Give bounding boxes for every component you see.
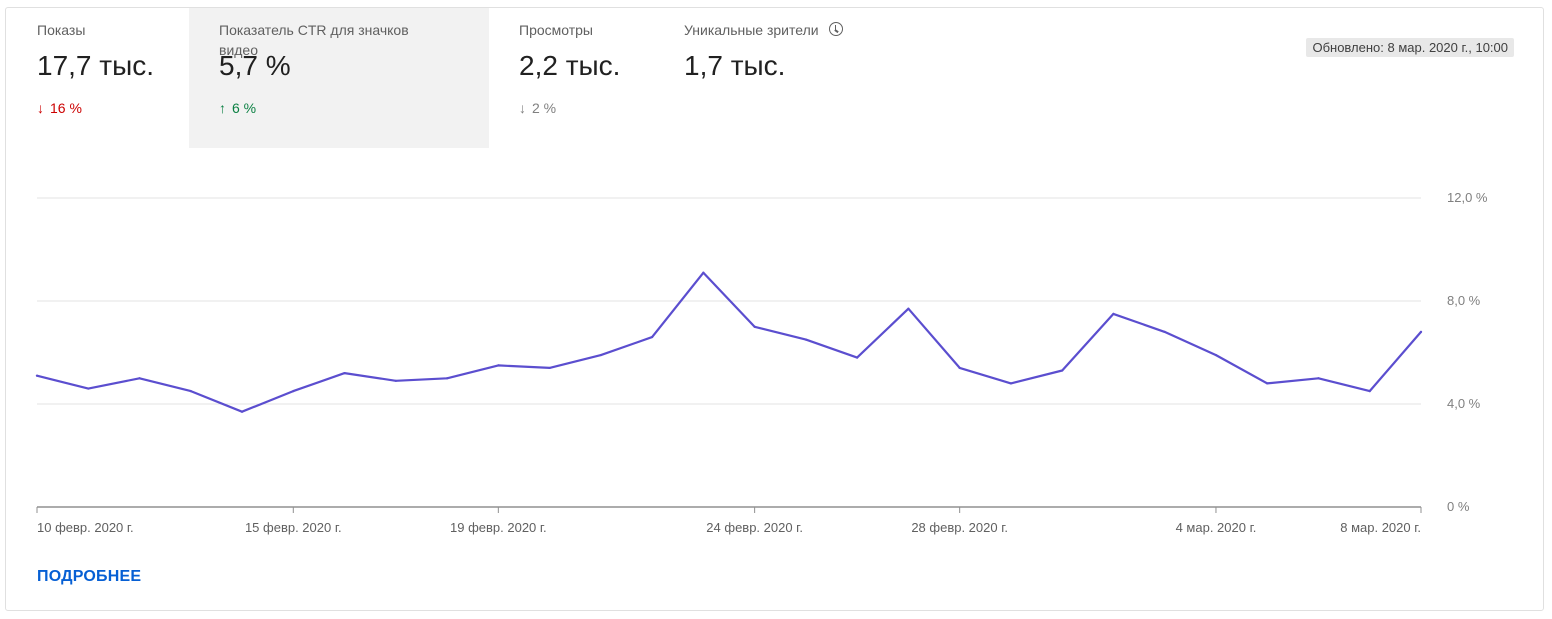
data-point [1317, 377, 1320, 380]
clock-icon[interactable] [828, 22, 843, 36]
arrow-up-icon: ↑ [219, 100, 226, 116]
data-point [702, 271, 705, 274]
analytics-card: Показы 17,7 тыс. ↓ 16 % Показатель CTR д… [5, 7, 1544, 611]
data-point [1061, 369, 1064, 372]
data-point [753, 325, 756, 328]
metric-unique-viewers[interactable]: Уникальные зрители 1,7 тыс. [654, 8, 894, 148]
x-tick-label: 8 мар. 2020 г. [1340, 520, 1421, 535]
metric-ctr[interactable]: Показатель CTR для значков видео 5,7 % ↑… [189, 8, 489, 148]
x-tick-label: 15 февр. 2020 г. [245, 520, 342, 535]
data-point [1214, 353, 1218, 357]
data-point [548, 366, 551, 370]
metric-label: Показы [37, 22, 86, 38]
data-point [651, 335, 654, 339]
data-point [240, 410, 244, 413]
metric-value: 2,2 тыс. [519, 50, 621, 81]
y-tick-label: 4,0 % [1447, 396, 1481, 411]
metric-value: 1,7 тыс. [684, 50, 786, 81]
data-point [445, 377, 449, 380]
metric-label: Уникальные зрители [684, 20, 894, 60]
data-point [1419, 330, 1423, 333]
y-tick-label: 8,0 % [1447, 293, 1481, 308]
data-point [35, 374, 39, 377]
y-tick-label: 0 % [1447, 499, 1470, 514]
updated-badge: Обновлено: 8 мар. 2020 г., 10:00 [1306, 38, 1514, 57]
y-tick-label: 12,0 % [1447, 190, 1488, 205]
data-point [138, 377, 141, 380]
metric-value: 5,7 % [219, 50, 291, 81]
metric-delta: ↑ 6 % [219, 100, 489, 116]
data-point [1266, 382, 1269, 385]
data-point [497, 364, 500, 367]
data-point [394, 379, 397, 382]
metric-value: 17,7 тыс. [37, 50, 155, 81]
data-point [907, 307, 910, 310]
metric-views[interactable]: Просмотры 2,2 тыс. ↓ 2 % [489, 8, 654, 148]
x-tick-label: 28 февр. 2020 г. [911, 520, 1008, 535]
arrow-down-icon: ↓ [37, 100, 44, 116]
data-point [292, 390, 295, 393]
x-tick-label: 10 февр. 2020 г. [37, 520, 134, 535]
metric-delta: ↓ 2 % [519, 100, 654, 116]
data-point [1009, 382, 1013, 385]
metric-label-text: Уникальные зрители [684, 22, 819, 38]
x-tick-label: 24 февр. 2020 г. [706, 520, 803, 535]
x-tick-label: 19 февр. 2020 г. [450, 520, 547, 535]
data-point [87, 387, 90, 390]
x-tick-label: 4 мар. 2020 г. [1176, 520, 1257, 535]
series-line [35, 271, 1423, 413]
data-point [1368, 390, 1371, 393]
data-point [804, 338, 807, 341]
data-point [343, 372, 346, 375]
data-point [1112, 312, 1115, 315]
data-point [189, 390, 192, 393]
data-point [958, 366, 961, 370]
arrow-down-icon: ↓ [519, 100, 526, 116]
data-point [599, 353, 602, 357]
delta-value: 2 % [532, 100, 557, 116]
metric-label: Просмотры [519, 22, 593, 38]
metric-delta: ↓ 16 % [37, 100, 189, 116]
data-point [856, 356, 859, 359]
metric-label: Показатель CTR для значков видео [219, 22, 409, 58]
delta-value: 6 % [232, 100, 257, 116]
delta-value: 16 % [50, 100, 82, 116]
metric-impressions[interactable]: Показы 17,7 тыс. ↓ 16 % [6, 8, 189, 148]
more-link[interactable]: ПОДРОБНЕЕ [37, 568, 142, 585]
data-point [1163, 330, 1166, 333]
